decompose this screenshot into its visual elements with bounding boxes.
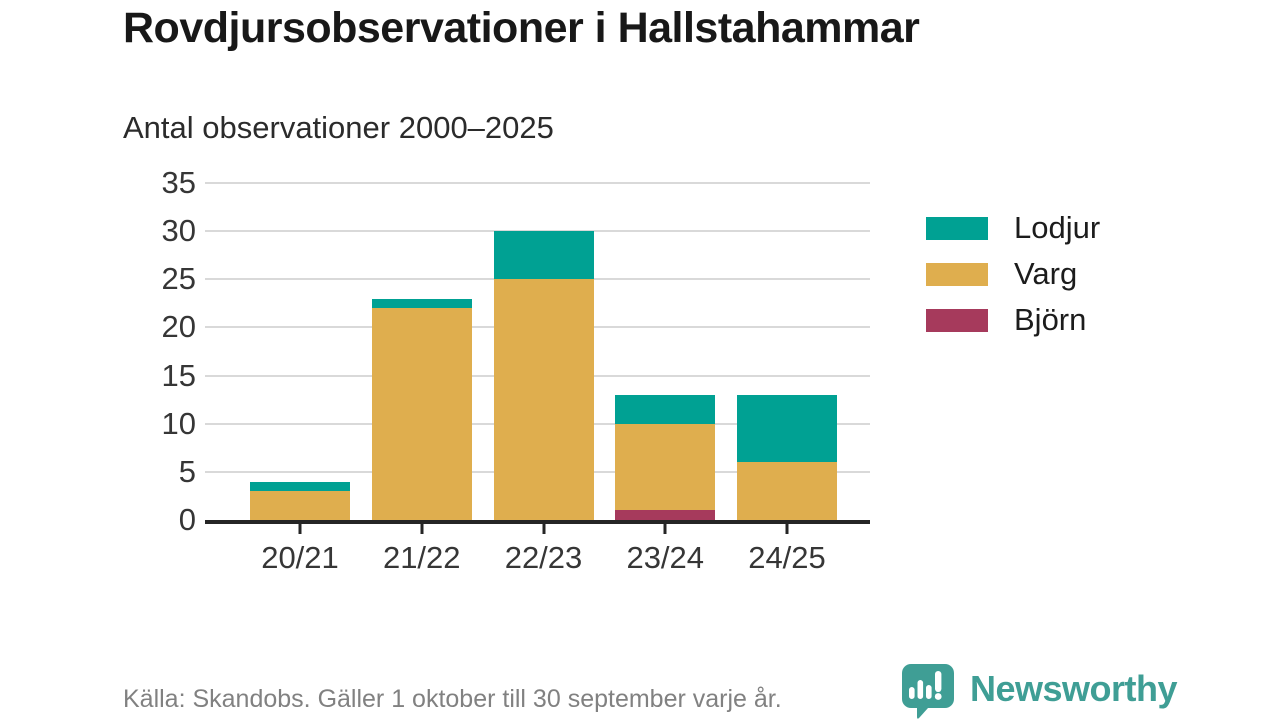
- bar-24-25: [737, 394, 837, 520]
- brand-logo: Newsworthy: [898, 662, 1178, 720]
- x-tick-label-21-22: 21/22: [382, 540, 461, 575]
- bar-segment-lodjur: [615, 394, 716, 424]
- bar-segment-lodjur: [737, 394, 837, 463]
- x-tick-23-24: [663, 523, 667, 534]
- page-title: Rovdjursobservationer i Hallstahammar: [123, 4, 920, 52]
- y-tick-label-15: 15: [161, 357, 196, 393]
- x-tick-21-22: [420, 523, 424, 534]
- x-tick-label-23-24: 23/24: [626, 540, 705, 575]
- x-tick-label-20-21: 20/21: [261, 540, 339, 575]
- x-tick-label-24-25: 24/25: [748, 540, 826, 575]
- x-axis-ticks: [205, 520, 870, 534]
- bar-segment-varg: [737, 462, 837, 520]
- x-tick-22-23: [542, 523, 545, 534]
- y-tick-label-35: 35: [161, 165, 196, 200]
- bar-segment-lodjur: [250, 481, 350, 492]
- y-tick-label-5: 5: [178, 453, 196, 489]
- chart-subtitle: Antal observationer 2000–2025: [123, 110, 554, 145]
- legend-item-bjorn: Björn: [926, 297, 1100, 343]
- y-axis: 0 5 10 15 20 25 30 35: [100, 166, 196, 537]
- legend-label: Björn: [1014, 302, 1087, 337]
- bar-segment-varg: [371, 308, 472, 520]
- legend-swatch: [926, 216, 988, 240]
- bar-22-23: [493, 231, 594, 520]
- bar-segment-bjorn: [615, 510, 716, 520]
- x-tick-20-21: [298, 523, 302, 534]
- bar-segment-lodjur: [493, 231, 594, 280]
- y-tick-label-20: 20: [161, 309, 196, 345]
- plot-area: [205, 182, 870, 524]
- y-tick-label-10: 10: [161, 405, 196, 441]
- x-axis-line: [205, 520, 870, 524]
- legend-item-varg: Varg: [926, 251, 1100, 297]
- bar-segment-varg: [493, 279, 594, 520]
- gridline-35: [205, 182, 870, 184]
- legend-swatch: [926, 262, 988, 286]
- bar-21-22: [371, 298, 472, 520]
- y-tick-label-0: 0: [178, 502, 196, 537]
- source-note: Källa: Skandobs. Gäller 1 oktober till 3…: [123, 685, 782, 713]
- y-tick-label-30: 30: [161, 213, 196, 249]
- y-tick-label-25: 25: [161, 261, 196, 297]
- newsworthy-icon: [902, 664, 954, 719]
- brand-name: Newsworthy: [970, 668, 1178, 709]
- legend: Lodjur Varg Björn: [926, 205, 1100, 343]
- legend-swatch: [926, 308, 988, 332]
- x-tick-label-22-23: 22/23: [504, 540, 583, 575]
- bar-20-21: [250, 481, 350, 520]
- x-axis-labels: 20/21 21/22 22/23 23/24 24/25: [205, 540, 870, 576]
- bar-segment-varg: [250, 491, 350, 520]
- bar-segment-varg: [615, 423, 716, 511]
- x-tick-24-25: [785, 523, 789, 534]
- bar-23-24: [615, 394, 716, 520]
- legend-item-lodjur: Lodjur: [926, 205, 1100, 251]
- legend-label: Lodjur: [1014, 210, 1101, 245]
- bar-segment-lodjur: [371, 298, 472, 309]
- legend-label: Varg: [1014, 256, 1078, 291]
